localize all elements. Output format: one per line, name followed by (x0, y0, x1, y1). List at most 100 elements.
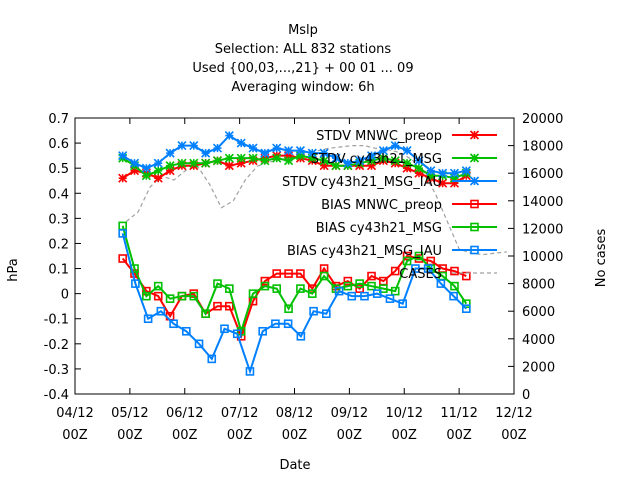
y-tick-label: 0.5 (48, 162, 69, 177)
x-tick-label-date: 06/12 (166, 406, 203, 421)
y2-tick-label: 0 (522, 388, 530, 403)
square-marker (165, 294, 175, 303)
x-axis-label: Date (279, 458, 310, 473)
legend: STDV MNWC_preop STDV cy43h21_MSG STDV cy43… (282, 129, 497, 282)
star-marker (189, 141, 199, 151)
star-marker (236, 153, 246, 163)
legend-label-2: STDV cy43h21_MSG_IAU (282, 175, 442, 190)
x-tick-label-date: 11/12 (440, 406, 477, 421)
series-line (121, 225, 468, 335)
x-axis: 04/12 00Z 05/12 00Z 06/12 00Z 07/12 00Z 08/12 00Z… (56, 118, 533, 443)
x-tick-label-date: 07/12 (221, 406, 258, 421)
star-marker (319, 148, 329, 158)
star-marker (343, 158, 353, 168)
star-marker (390, 156, 400, 166)
x-tick-label-date: 09/12 (331, 406, 368, 421)
square-marker (360, 291, 369, 301)
star-marker (284, 146, 294, 156)
star-marker (402, 146, 412, 156)
x-tick-label-hour: 00Z (337, 428, 363, 443)
square-marker (379, 284, 388, 293)
star-marker (212, 143, 223, 153)
y2-tick-label: 12000 (522, 222, 563, 237)
square-marker (153, 281, 163, 291)
star-marker (224, 153, 234, 163)
x-tick-label-hour: 00Z (227, 428, 253, 443)
square-marker (390, 266, 400, 276)
y2-tick-label: 18000 (522, 140, 563, 155)
star-marker (295, 146, 305, 156)
y2-tick-label: 10000 (522, 250, 563, 265)
square-marker (334, 286, 344, 296)
square-marker (296, 284, 305, 293)
square-marker (194, 339, 204, 349)
x-tick-label-hour: 00Z (117, 428, 143, 443)
square-marker (470, 199, 479, 209)
square-marker (260, 281, 270, 291)
square-marker (284, 304, 293, 313)
star-marker (129, 158, 140, 168)
square-marker (390, 286, 400, 296)
square-marker (319, 271, 329, 281)
star-marker (272, 143, 282, 153)
star-marker (469, 130, 480, 140)
square-marker (372, 289, 382, 298)
square-marker (402, 251, 412, 261)
square-marker (213, 301, 222, 311)
x-tick-label-hour: 00Z (172, 428, 198, 443)
y2-tick-label: 2000 (522, 360, 555, 375)
star-marker (284, 156, 294, 166)
star-marker (201, 148, 211, 158)
y-axis: -0.4 -0.3 -0.2 -0.1 0 0.1 0.2 0.3 0.4 0.5 0.6 0.7 (44, 112, 81, 403)
square-marker (232, 329, 242, 339)
star-marker (426, 166, 436, 176)
square-marker (367, 281, 376, 291)
y-axis-label: hPa (6, 258, 21, 281)
star-marker (469, 153, 480, 163)
square-marker (367, 271, 376, 281)
square-marker (436, 279, 446, 288)
y-tick-label: 0.7 (48, 112, 69, 127)
title-line-3: Used {00,03,...,21} + 00 01 ... 09 (192, 61, 413, 76)
square-marker (385, 294, 395, 303)
y-tick-label: -0.1 (44, 313, 69, 328)
y2-tick-label: 4000 (522, 333, 555, 348)
star-marker (141, 171, 151, 181)
square-marker (343, 276, 353, 286)
x-tick-label-hour: 00Z (501, 428, 527, 443)
square-marker (207, 354, 217, 364)
square-marker (225, 284, 234, 293)
square-marker (177, 291, 187, 301)
star-marker (378, 153, 388, 163)
square-marker (309, 306, 318, 316)
star-marker (414, 163, 424, 173)
star-marker (177, 158, 187, 168)
series-group (118, 130, 507, 376)
star-marker (224, 130, 234, 141)
square-marker (296, 269, 305, 278)
x-tick-label-hour: 00Z (282, 428, 308, 443)
y-tick-label: 0.3 (48, 212, 69, 227)
square-marker (343, 281, 353, 291)
star-marker (236, 138, 246, 148)
square-marker (449, 291, 458, 301)
square-marker (283, 319, 293, 329)
star-marker (260, 148, 270, 158)
star-marker (461, 166, 471, 176)
square-marker (220, 324, 229, 334)
square-marker (248, 289, 258, 298)
x-tick-label-hour: 00Z (62, 428, 88, 443)
chart-title: Mslp Selection: ALL 832 stations Used {00,… (192, 23, 413, 95)
square-marker (284, 269, 293, 278)
square-marker (260, 276, 270, 286)
title-line-4: Averaging window: 6h (231, 80, 374, 95)
square-marker (296, 331, 306, 341)
star-marker (165, 161, 175, 171)
square-marker (462, 299, 471, 308)
square-marker (322, 309, 331, 319)
star-marker (141, 163, 151, 173)
star-marker (189, 158, 199, 168)
star-marker (331, 161, 341, 171)
square-marker (118, 254, 127, 263)
